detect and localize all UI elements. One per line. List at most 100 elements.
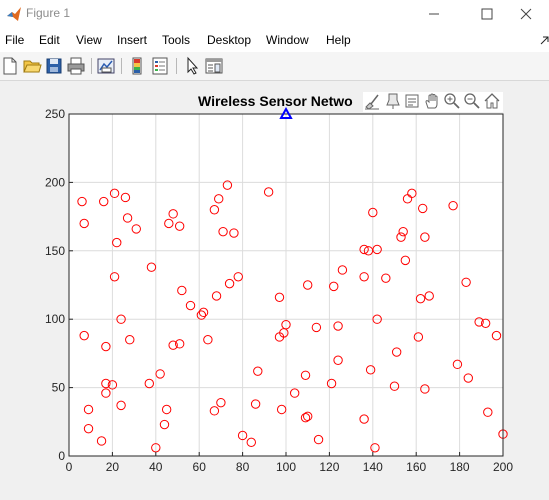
- title-bar: Figure 1: [0, 0, 549, 28]
- sensor-node: [253, 366, 263, 376]
- sensor-node: [263, 187, 274, 197]
- menu-desktop[interactable]: Desktop: [207, 33, 252, 47]
- save-icon[interactable]: [44, 56, 64, 76]
- sensor-node: [413, 332, 424, 342]
- sensor-node: [365, 365, 376, 375]
- sensor-node: [120, 192, 131, 203]
- new-figure-icon[interactable]: [0, 56, 20, 76]
- base-station-marker: [279, 106, 293, 119]
- minimize-icon: [429, 13, 439, 15]
- sensor-node: [448, 200, 458, 211]
- menu-file[interactable]: File: [5, 33, 25, 47]
- sensor-node: [461, 277, 471, 287]
- x-tick-label: 180: [450, 460, 470, 474]
- y-tick-label: 50: [52, 381, 66, 395]
- sensor-node: [83, 423, 94, 434]
- base-station: [279, 106, 293, 119]
- maximize-button[interactable]: [464, 0, 510, 28]
- edit-plot-icon[interactable]: [182, 56, 202, 76]
- sensor-node: [174, 339, 185, 349]
- sensor-node: [168, 209, 178, 219]
- menu-tools[interactable]: Tools: [162, 33, 191, 47]
- x-tick-label: 200: [493, 460, 513, 474]
- sensor-node: [418, 203, 428, 214]
- x-tick-label: 100: [276, 460, 296, 474]
- sensor-node: [333, 321, 343, 331]
- sensor-node: [79, 218, 89, 229]
- sensor-node: [99, 196, 109, 207]
- zoom-in-icon[interactable]: [443, 92, 461, 110]
- sensor-node: [407, 188, 417, 199]
- menu-help[interactable]: Help: [326, 33, 351, 47]
- sensor-node: [77, 196, 87, 207]
- menu-window[interactable]: Window: [266, 33, 309, 47]
- property-inspector-icon[interactable]: [204, 56, 224, 76]
- sensor-node: [303, 280, 313, 290]
- insert-legend-icon[interactable]: [150, 56, 170, 76]
- sensor-node: [161, 404, 172, 415]
- sensor-node: [289, 388, 300, 398]
- x-tick-label: 60: [193, 460, 207, 474]
- sensor-node: [237, 430, 248, 441]
- sensor-node: [164, 218, 174, 229]
- sensor-node: [116, 314, 126, 324]
- x-tick-label: 160: [406, 460, 426, 474]
- sensor-node: [246, 437, 256, 448]
- sensor-node: [359, 272, 369, 282]
- sensor-node: [83, 404, 94, 415]
- sensor-node: [116, 400, 126, 411]
- matlab-app-icon: [7, 7, 21, 21]
- sensor-node: [96, 436, 107, 446]
- zoom-out-icon[interactable]: [463, 92, 481, 110]
- menu-insert[interactable]: Insert: [117, 33, 148, 47]
- sensor-node: [101, 388, 111, 398]
- y-tick-label: 250: [45, 107, 65, 121]
- dock-arrow-icon[interactable]: [540, 36, 549, 45]
- sensor-node: [144, 378, 154, 389]
- sensor-node: [185, 300, 196, 311]
- sensor-node: [168, 340, 178, 350]
- menu-edit[interactable]: Edit: [39, 33, 60, 47]
- link-plot-icon[interactable]: [96, 56, 116, 76]
- sensor-node: [474, 317, 484, 327]
- menu-bar: File Edit View Insert Tools Desktop Wind…: [0, 28, 549, 52]
- brush-icon[interactable]: [363, 92, 381, 110]
- y-tick-label: 150: [45, 244, 65, 258]
- print-icon[interactable]: [66, 56, 86, 76]
- close-button[interactable]: [503, 0, 549, 28]
- y-tick-label: 200: [45, 175, 65, 189]
- data-tips-icon[interactable]: [384, 92, 402, 110]
- sensor-node: [400, 255, 411, 266]
- minimize-button[interactable]: [411, 0, 457, 28]
- sensor-node: [333, 355, 343, 365]
- sensor-node: [391, 347, 402, 357]
- sensor-node: [222, 180, 233, 190]
- sensor-node: [233, 272, 243, 282]
- sensor-node: [151, 443, 161, 453]
- sensor-node: [420, 384, 430, 394]
- sensor-node: [109, 188, 120, 199]
- sensor-node: [359, 244, 369, 255]
- sensor-node: [372, 314, 382, 324]
- rotate-icon[interactable]: [403, 92, 421, 110]
- menu-view[interactable]: View: [76, 33, 102, 47]
- sensor-node: [209, 205, 220, 215]
- sensor-node: [303, 411, 313, 422]
- insert-colorbar-icon[interactable]: [127, 56, 147, 76]
- y-tick-label: 100: [45, 312, 65, 326]
- open-file-icon[interactable]: [22, 56, 42, 76]
- home-icon[interactable]: [483, 92, 501, 110]
- sensor-node: [329, 281, 339, 292]
- sensor-node: [300, 370, 311, 380]
- sensor-node: [381, 273, 391, 283]
- sensor-node: [211, 291, 222, 301]
- sensor-node: [415, 293, 426, 304]
- axis-ticks: 0 20 40 60 80 100 120 140 160 180 200 0 50 100 150 200 2…: [45, 107, 513, 474]
- sensor-nodes: [77, 180, 508, 453]
- pan-icon[interactable]: [423, 92, 441, 110]
- window-title: Figure 1: [26, 6, 71, 20]
- sensor-node: [146, 262, 157, 272]
- sensor-node: [396, 232, 406, 242]
- sensor-node: [276, 404, 287, 415]
